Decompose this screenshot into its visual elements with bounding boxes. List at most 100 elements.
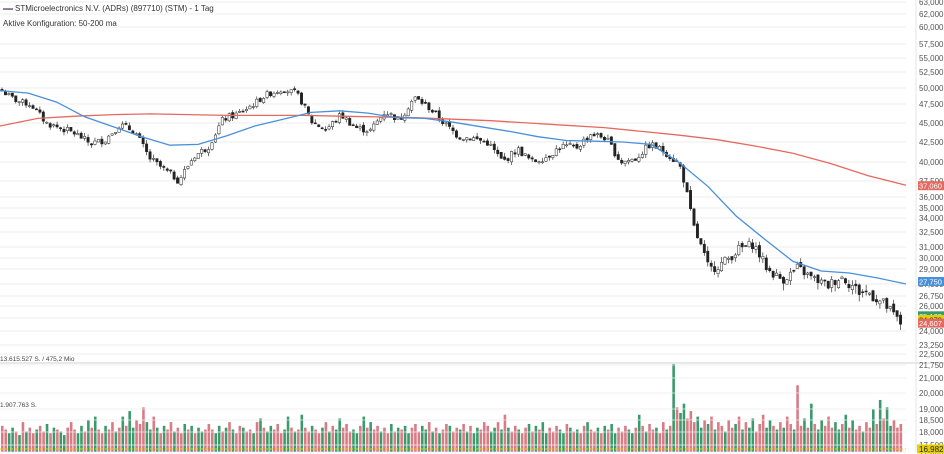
- candle-body: [892, 303, 896, 313]
- price-tick-label: 35,000: [919, 204, 944, 213]
- candle-body: [289, 89, 293, 94]
- candle-body: [527, 154, 531, 159]
- candle-body: [372, 123, 376, 131]
- candle-body: [100, 138, 104, 145]
- candle-body: [14, 95, 18, 102]
- volume-bar: [390, 423, 393, 452]
- candle-body: [895, 310, 899, 317]
- volume-bar: [665, 429, 669, 452]
- candle-body: [857, 284, 861, 295]
- volume-bar: [255, 422, 259, 452]
- volume-bar: [228, 422, 231, 452]
- volume-bar: [138, 423, 142, 452]
- candle-body: [499, 152, 503, 159]
- volume-bar: [469, 425, 472, 452]
- volume-bar: [245, 431, 249, 452]
- volume-bar: [42, 431, 45, 452]
- candle-body: [782, 276, 785, 284]
- candle-body: [761, 256, 765, 260]
- candle-body: [850, 285, 854, 290]
- volume-bar: [21, 422, 25, 452]
- candle-body: [706, 250, 710, 263]
- candle-body: [341, 112, 345, 119]
- volume-bar: [293, 431, 297, 452]
- volume-bar: [489, 431, 493, 452]
- volume-bar: [152, 416, 156, 452]
- volume-bar: [779, 422, 782, 452]
- volume-bar: [69, 422, 73, 452]
- candle-body: [578, 146, 582, 150]
- volume-bar: [847, 427, 851, 452]
- price-tick-label: 50,000: [919, 84, 944, 93]
- candle-body: [86, 137, 90, 143]
- volume-bar: [851, 420, 854, 452]
- volume-bar: [297, 429, 300, 452]
- price-tick-label: 42,500: [919, 138, 944, 147]
- volume-bar: [644, 431, 648, 452]
- candle-body: [485, 140, 489, 146]
- grid-lines: [0, 1, 906, 355]
- price-tick-label: 22,500: [919, 350, 944, 359]
- volume-bar: [637, 414, 641, 452]
- volume-bar: [486, 425, 490, 452]
- volume-bar: [710, 416, 713, 452]
- candle-body: [647, 144, 651, 149]
- candle-body: [145, 143, 149, 152]
- candle-body: [52, 124, 56, 127]
- volume-bar: [118, 427, 121, 452]
- price-tick-label: 24,000: [919, 327, 944, 336]
- volume-bar: [513, 425, 517, 452]
- volume-bar: [734, 423, 737, 452]
- candle-body: [48, 123, 52, 128]
- candle-body: [152, 158, 155, 160]
- volume-bar: [345, 423, 348, 452]
- volume-bar: [11, 427, 14, 452]
- volume-bar: [107, 429, 111, 452]
- volume-bar: [875, 423, 879, 452]
- volume-bar: [531, 431, 534, 452]
- volume-bar: [692, 422, 696, 452]
- volume-bar: [806, 427, 810, 452]
- chart-title: STMicroelectronics N.V. (ADRs) (897710) …: [3, 4, 214, 13]
- volume-bar: [555, 425, 558, 452]
- volume-bar: [166, 429, 169, 452]
- volume-bar: [816, 429, 820, 452]
- volume-tick-label: 21,000: [919, 374, 944, 383]
- volume-bar: [558, 429, 562, 452]
- volume-bar: [820, 420, 823, 452]
- volume-bar: [748, 427, 751, 452]
- candle-body: [757, 245, 761, 258]
- candle-body: [34, 108, 38, 111]
- price-marker-label: 27,750: [919, 278, 942, 287]
- candle-body: [795, 263, 799, 269]
- volume-bar: [658, 433, 662, 452]
- volume-bar: [569, 427, 572, 452]
- candle-body: [454, 130, 458, 138]
- candle-body: [183, 169, 186, 179]
- volume-bar: [706, 423, 710, 452]
- volume-bar: [4, 429, 8, 452]
- candle-body: [530, 157, 534, 160]
- volume-bar: [83, 431, 87, 452]
- candle-body: [379, 117, 383, 122]
- volume-bar: [768, 420, 772, 452]
- volume-bar: [424, 429, 428, 452]
- candle-body: [117, 127, 121, 133]
- candle-body: [417, 96, 421, 100]
- volume-bar: [462, 423, 465, 452]
- candle-body: [362, 124, 365, 133]
- candle-body: [141, 136, 145, 145]
- volume-bar: [149, 429, 152, 452]
- volume-bar: [324, 422, 328, 452]
- volume-bar: [785, 416, 789, 452]
- volume-tick-label: 20,000: [919, 389, 944, 398]
- candle-body: [79, 132, 83, 139]
- volume-bar: [655, 427, 658, 452]
- candle-body: [575, 144, 579, 149]
- candle-body: [596, 133, 600, 135]
- volume-bar: [266, 431, 269, 452]
- candle-body: [448, 121, 452, 127]
- candle-body: [751, 242, 754, 250]
- volume-bars: [1, 364, 903, 452]
- price-tick-label: 55,000: [919, 54, 944, 63]
